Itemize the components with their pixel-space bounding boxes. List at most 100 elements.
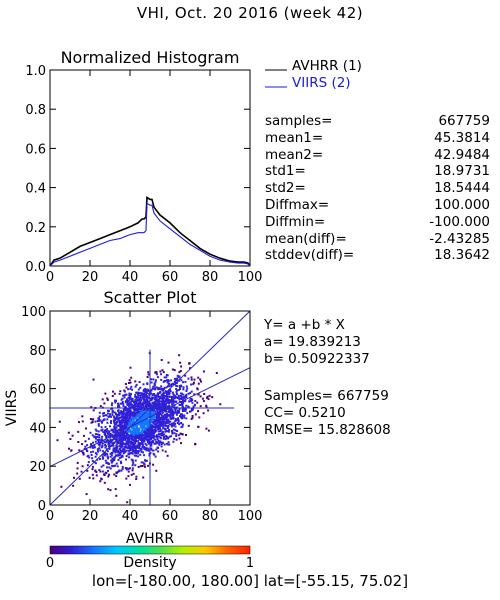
scatter-point bbox=[135, 391, 138, 394]
scatter-point bbox=[154, 387, 157, 390]
scatter-point bbox=[119, 402, 122, 405]
scatter-point bbox=[182, 396, 185, 399]
scatter-point bbox=[112, 428, 115, 431]
scatter-point bbox=[104, 446, 107, 449]
scatter-point bbox=[180, 442, 182, 445]
histogram-y-ticks: 0.0 0.2 0.4 0.6 0.8 1.0 bbox=[25, 64, 250, 275]
scatter-point bbox=[170, 383, 173, 386]
scatter-point bbox=[158, 401, 161, 403]
scatter-y-ticks: 0 20 40 60 80 100 bbox=[21, 305, 250, 514]
scatter-point bbox=[133, 432, 136, 435]
scatter-point bbox=[114, 427, 117, 430]
scatter-point bbox=[112, 436, 115, 439]
scatter-point bbox=[144, 417, 147, 420]
scatter-point bbox=[137, 437, 140, 440]
scatter-point bbox=[128, 450, 131, 452]
stat-value: -100.000 bbox=[429, 213, 490, 230]
scatter-point bbox=[120, 412, 123, 415]
scatter-point bbox=[125, 419, 128, 422]
scatter-point bbox=[157, 433, 160, 436]
scatter-point bbox=[161, 411, 164, 414]
scatter-point bbox=[196, 388, 199, 391]
scatter-point bbox=[140, 450, 143, 453]
scatter-point bbox=[154, 438, 157, 441]
scatter-point bbox=[129, 412, 132, 415]
scatter-point bbox=[187, 424, 190, 427]
scatter-point bbox=[155, 371, 158, 373]
scatter-point bbox=[86, 464, 89, 467]
scatter-point bbox=[157, 394, 160, 397]
scatter-point bbox=[129, 415, 132, 418]
scatter-point bbox=[117, 402, 119, 405]
scatter-point bbox=[197, 376, 200, 379]
colorbar-max-label: 1 bbox=[246, 556, 254, 571]
scatter-point bbox=[76, 461, 79, 464]
scatter-point bbox=[167, 441, 170, 444]
scatter-point bbox=[166, 421, 169, 424]
scatter-point bbox=[149, 404, 152, 407]
scatter-point bbox=[190, 390, 193, 393]
scatter-point bbox=[150, 448, 153, 451]
scatter-point bbox=[179, 415, 181, 417]
scatter-point bbox=[117, 428, 120, 431]
scatter-point bbox=[110, 440, 112, 443]
scatter-point bbox=[138, 381, 141, 383]
scatter-point bbox=[165, 397, 168, 399]
scatter-point bbox=[153, 431, 156, 434]
scatter-point bbox=[177, 396, 180, 399]
scatter-point bbox=[132, 443, 135, 446]
scatter-point bbox=[116, 424, 119, 427]
scatter-point bbox=[152, 404, 155, 407]
scatter-point bbox=[160, 359, 163, 361]
scatter-point bbox=[143, 446, 146, 448]
scatter-point bbox=[132, 445, 135, 448]
scatter-point bbox=[144, 442, 147, 445]
scatter-point bbox=[177, 375, 180, 378]
scatter-point bbox=[121, 421, 124, 424]
scatter-point bbox=[120, 427, 123, 430]
scatter-point bbox=[90, 454, 93, 456]
scatter-point bbox=[121, 414, 124, 417]
scatter-point bbox=[141, 461, 144, 464]
scatter-point bbox=[133, 449, 136, 452]
scatter-point bbox=[159, 441, 162, 444]
scatter-point bbox=[173, 423, 176, 425]
stat-label: std1= bbox=[265, 163, 306, 180]
scatter-point bbox=[157, 406, 160, 409]
scatter-point bbox=[132, 430, 135, 433]
scatter-point bbox=[155, 405, 158, 408]
scatter-point bbox=[175, 384, 178, 387]
scatter-point bbox=[125, 468, 128, 471]
scatter-point bbox=[167, 425, 170, 428]
scatter-point bbox=[157, 387, 160, 389]
scatter-point bbox=[124, 427, 127, 430]
scatter-point bbox=[116, 434, 119, 437]
scatter-point bbox=[125, 449, 128, 452]
stat-label: Diffmin= bbox=[265, 213, 326, 230]
scatter-point bbox=[165, 417, 168, 420]
scatter-point bbox=[172, 399, 175, 401]
scatter-point bbox=[137, 398, 140, 401]
scatter-point bbox=[161, 369, 164, 372]
scatter-point bbox=[126, 430, 129, 433]
scatter-point bbox=[102, 431, 105, 434]
scatter-point bbox=[185, 417, 188, 420]
scatter-reference-lines bbox=[50, 311, 250, 505]
scatter-point bbox=[178, 437, 181, 440]
scatter-point bbox=[120, 469, 123, 472]
scatter-point bbox=[167, 443, 170, 446]
scatter-point bbox=[89, 446, 92, 449]
scatter-point bbox=[178, 386, 181, 389]
scatter-point bbox=[58, 420, 61, 423]
scatter-point bbox=[174, 410, 177, 413]
scatter-point bbox=[150, 447, 153, 450]
scatter-point bbox=[110, 459, 113, 462]
scatter-point bbox=[139, 399, 142, 402]
scatter-point bbox=[127, 470, 130, 473]
scatter-point bbox=[148, 439, 151, 442]
scatter-point bbox=[56, 439, 59, 442]
scatter-point bbox=[141, 416, 144, 419]
scatter-point bbox=[94, 436, 97, 439]
scatter-point bbox=[160, 373, 163, 376]
scatter-point bbox=[171, 432, 174, 435]
